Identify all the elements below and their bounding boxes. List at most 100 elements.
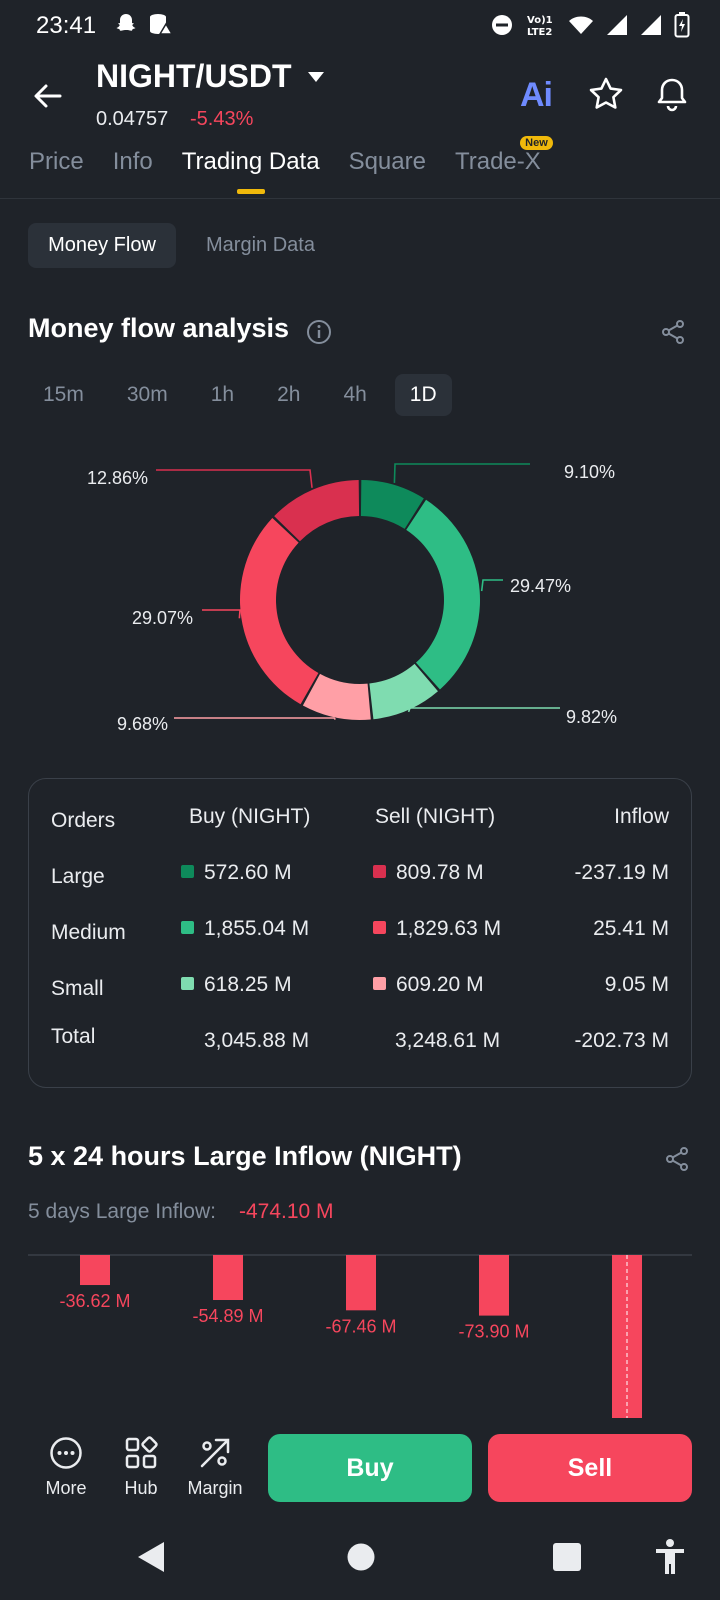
header-orders: Orders xyxy=(51,809,116,832)
bar-label-3: -73.90 M xyxy=(458,1322,529,1342)
more-label: More xyxy=(45,1478,87,1498)
nav-back-icon[interactable] xyxy=(136,1540,166,1574)
interval-1d[interactable]: 1D xyxy=(394,374,452,416)
row-large-buy-value: 572.60 M xyxy=(204,861,292,884)
large-inflow-summary-label: 5 days Large Inflow: xyxy=(28,1200,216,1223)
money-flow-donut-chart: 9.10% 29.47% 9.82% 9.68% 29.07% 12.86% xyxy=(87,462,617,734)
bar-1 xyxy=(213,1255,243,1301)
row-medium-inflow: 25.41 M xyxy=(593,917,669,940)
ai-assistant-button[interactable]: Ai xyxy=(520,76,553,114)
share-icon[interactable] xyxy=(660,319,686,345)
bar-label-2: -67.46 M xyxy=(325,1316,396,1336)
row-large-sell: 809.78 M xyxy=(373,861,484,885)
donut-leader-1 xyxy=(480,579,503,592)
bar-label-1: -54.89 M xyxy=(192,1306,263,1326)
margin-icon xyxy=(200,1438,230,1468)
database-warning-icon xyxy=(150,14,174,35)
back-arrow-icon[interactable] xyxy=(30,78,66,114)
more-button[interactable]: More xyxy=(40,1436,92,1499)
bell-icon[interactable] xyxy=(654,76,690,112)
interval-1h[interactable]: 1h xyxy=(210,383,235,406)
main-tabs: Price Info Trading Data Square Trade-X Ne… xyxy=(29,136,570,194)
favorite-star-icon[interactable] xyxy=(588,76,624,112)
active-tab-indicator xyxy=(236,189,265,194)
row-medium-buy: 1,855.04 M xyxy=(181,917,309,941)
info-icon[interactable] xyxy=(306,319,332,345)
donut-slice-3 xyxy=(302,673,371,720)
tab-trading-data-label: Trading Data xyxy=(181,148,320,175)
tab-square[interactable]: Square xyxy=(348,148,426,175)
hub-button[interactable]: Hub xyxy=(118,1436,164,1499)
tab-trade-x-label: Trade-X xyxy=(454,148,541,175)
tab-trading-data[interactable]: Trading Data xyxy=(181,148,320,194)
donut-leader-2 xyxy=(407,707,560,713)
pair-title[interactable]: NIGHT/USDT xyxy=(96,58,292,94)
interval-30m[interactable]: 30m xyxy=(126,383,168,406)
row-total-sell: 3,248.61 M xyxy=(395,1029,501,1052)
header-inflow: Inflow xyxy=(614,805,669,828)
buy-button[interactable]: Buy xyxy=(268,1434,472,1502)
dnd-icon xyxy=(492,15,512,35)
accessibility-icon[interactable] xyxy=(654,1538,686,1576)
donut-label-3: 9.68% xyxy=(117,714,168,734)
row-large-sell-value: 809.78 M xyxy=(396,861,484,884)
bar-0 xyxy=(80,1255,110,1286)
legend-small-sell-swatch xyxy=(373,977,386,990)
wifi-icon xyxy=(569,16,593,34)
donut-slice-4 xyxy=(239,518,319,705)
legend-large-buy-swatch xyxy=(181,865,194,878)
donut-slice-5 xyxy=(274,480,360,542)
bar-2 xyxy=(346,1255,376,1311)
share-icon-2[interactable] xyxy=(664,1146,690,1172)
subtab-margin-data[interactable]: Margin Data xyxy=(206,234,315,256)
row-medium-buy-value: 1,855.04 M xyxy=(204,917,310,940)
large-inflow-bar-chart: -36.62 M -54.89 M -67.46 M -73.90 M xyxy=(28,1254,692,1418)
donut-leader-4 xyxy=(202,609,241,619)
nav-home-icon[interactable] xyxy=(346,1542,376,1572)
donut-label-2: 9.82% xyxy=(566,707,617,727)
header-divider xyxy=(0,198,720,199)
hub-grid-icon xyxy=(125,1436,158,1469)
row-large-buy: 572.60 M xyxy=(181,861,292,885)
subtab-money-flow[interactable]: Money Flow xyxy=(28,223,176,268)
interval-2h[interactable]: 2h xyxy=(277,383,301,406)
row-total-label: Total xyxy=(51,1025,96,1048)
donut-slice-0 xyxy=(360,480,424,529)
row-small-buy: 618.25 M xyxy=(181,973,292,997)
tab-price[interactable]: Price xyxy=(29,148,84,175)
system-nav-bar xyxy=(0,1520,720,1600)
sell-button[interactable]: Sell xyxy=(488,1434,692,1502)
row-large-label: Large xyxy=(51,865,105,888)
row-small-inflow: 9.05 M xyxy=(604,973,669,996)
row-medium-label: Medium xyxy=(51,921,126,944)
donut-leader-0 xyxy=(393,463,530,483)
interval-15m[interactable]: 15m xyxy=(43,383,84,406)
large-inflow-title: 5 x 24 hours Large Inflow (NIGHT) xyxy=(28,1141,462,1171)
row-total-buy: 3,045.88 M xyxy=(204,1029,310,1052)
new-badge: New xyxy=(520,136,553,150)
snapchat-icon xyxy=(116,14,136,31)
donut-slice-1 xyxy=(406,499,481,690)
caret-down-icon[interactable] xyxy=(306,70,326,84)
svg-text:LTE2: LTE2 xyxy=(527,27,552,37)
status-time: 23:41 xyxy=(36,12,97,39)
svg-text:Vo)1: Vo)1 xyxy=(527,15,553,26)
tab-trade-x[interactable]: Trade-X New xyxy=(454,136,553,176)
tab-info[interactable]: Info xyxy=(112,148,153,175)
legend-medium-buy-swatch xyxy=(181,921,194,934)
legend-medium-sell-swatch xyxy=(373,921,386,934)
donut-label-0: 9.10% xyxy=(564,462,615,482)
row-small-sell-value: 609.20 M xyxy=(396,973,484,996)
donut-leader-5 xyxy=(156,469,313,488)
donut-leader-3 xyxy=(174,717,336,721)
bar-3 xyxy=(479,1255,509,1316)
row-small-label: Small xyxy=(51,977,104,1000)
nav-recents-icon[interactable] xyxy=(552,1542,582,1572)
row-medium-sell: 1,829.63 M xyxy=(373,917,501,941)
margin-button[interactable]: Margin xyxy=(184,1436,246,1499)
row-medium-sell-value: 1,829.63 M xyxy=(396,917,502,940)
interval-4h[interactable]: 4h xyxy=(343,383,367,406)
donut-slice-2 xyxy=(369,663,438,720)
row-small-buy-value: 618.25 M xyxy=(204,973,292,996)
